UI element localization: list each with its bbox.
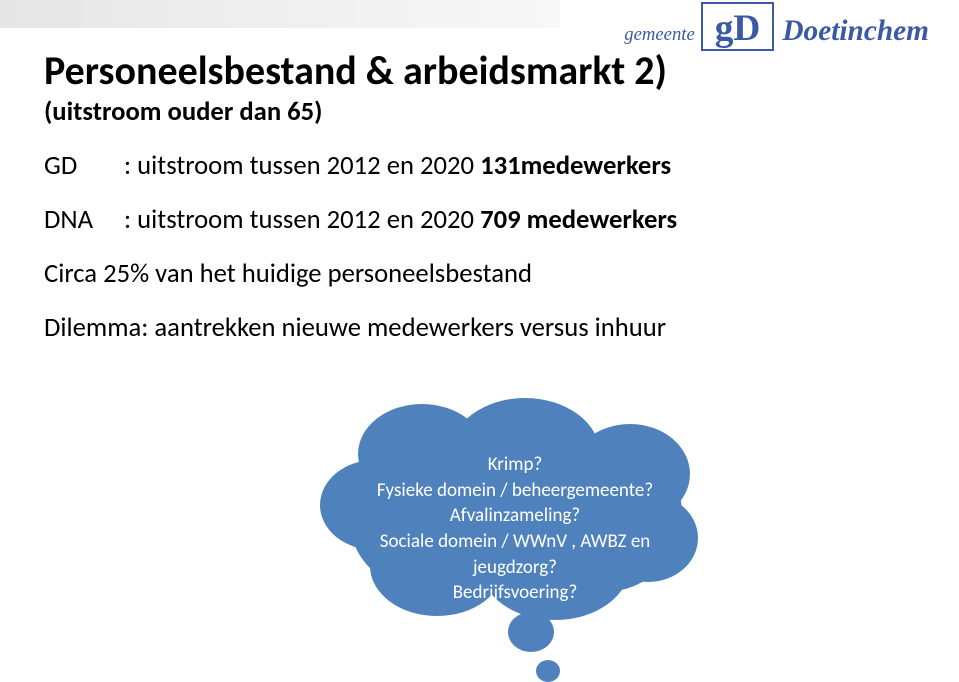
cloud-line: Afvalinzameling? bbox=[354, 503, 676, 529]
cloud-text: Krimp? Fysieke domein / beheergemeente? … bbox=[320, 438, 710, 606]
cloud-line: Bedrijfsvoering? bbox=[354, 580, 676, 606]
line-circa: Circa 25% van het huidige personeelsbest… bbox=[44, 258, 915, 290]
row-dna: DNA : uitstroom tussen 2012 en 2020 709 … bbox=[44, 204, 915, 236]
row-gd: GD : uitstroom tussen 2012 en 2020 131me… bbox=[44, 150, 915, 182]
cloud-line: Fysieke domein / beheergemeente? bbox=[354, 478, 676, 504]
header-band bbox=[0, 0, 560, 28]
row-text: : uitstroom tussen 2012 en 2020 709 mede… bbox=[124, 204, 677, 236]
cloud-line: Krimp? bbox=[354, 452, 676, 478]
logo-letters: gD bbox=[715, 8, 761, 49]
logo-town: Doetinchem bbox=[782, 15, 929, 48]
row-text: : uitstroom tussen 2012 en 2020 131medew… bbox=[124, 150, 671, 182]
row-label: DNA bbox=[44, 204, 124, 236]
line-dilemma: Dilemma: aantrekken nieuwe medewerkers v… bbox=[44, 312, 915, 344]
slide-content: Personeelsbestand & arbeidsmarkt 2) (uit… bbox=[44, 48, 915, 344]
page-subtitle: (uitstroom ouder dan 65) bbox=[44, 96, 915, 128]
row-label: GD bbox=[44, 150, 124, 182]
logo: gemeente gD Doetinchem bbox=[624, 2, 929, 51]
logo-gemeente-text: gemeente bbox=[624, 24, 694, 46]
thought-cloud: Krimp? Fysieke domein / beheergemeente? … bbox=[320, 398, 710, 658]
page-title: Personeelsbestand & arbeidsmarkt 2) bbox=[44, 48, 915, 94]
logo-box: gD bbox=[701, 2, 775, 51]
cloud-line: Sociale domein / WWnV , AWBZ en jeugdzor… bbox=[354, 529, 676, 580]
